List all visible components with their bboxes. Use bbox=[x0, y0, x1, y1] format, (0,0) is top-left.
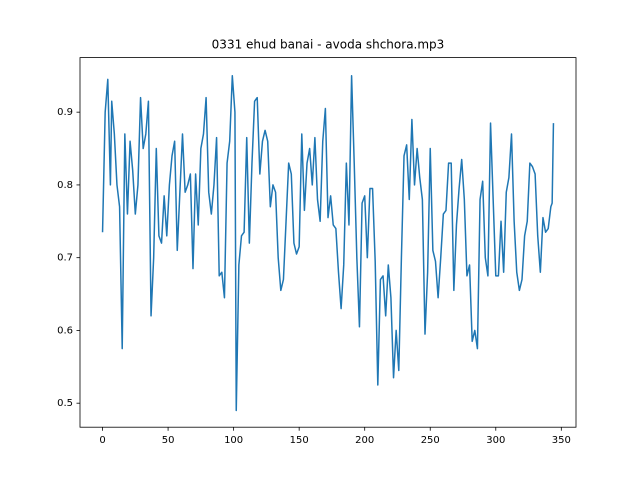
data-line bbox=[101, 75, 555, 412]
x-tick-label: 100 bbox=[224, 435, 243, 446]
y-tick-label: 0.9 bbox=[57, 107, 73, 118]
x-tick-label: 300 bbox=[486, 435, 505, 446]
x-tick-label: 350 bbox=[552, 435, 571, 446]
x-tick-label: 0 bbox=[99, 435, 105, 446]
plot-frame bbox=[79, 57, 577, 428]
x-tick-label: 250 bbox=[421, 435, 440, 446]
x-tick-label: 50 bbox=[162, 435, 175, 446]
x-tick-label: 200 bbox=[355, 435, 374, 446]
y-tick-label: 0.8 bbox=[57, 180, 73, 191]
x-tick-label: 150 bbox=[290, 435, 309, 446]
y-tick-label: 0.7 bbox=[57, 253, 73, 264]
y-tick-label: 0.5 bbox=[57, 398, 73, 409]
y-tick-label: 0.6 bbox=[57, 325, 73, 336]
chart-title: 0331 ehud banai - avoda shchora.mp3 bbox=[212, 38, 445, 52]
